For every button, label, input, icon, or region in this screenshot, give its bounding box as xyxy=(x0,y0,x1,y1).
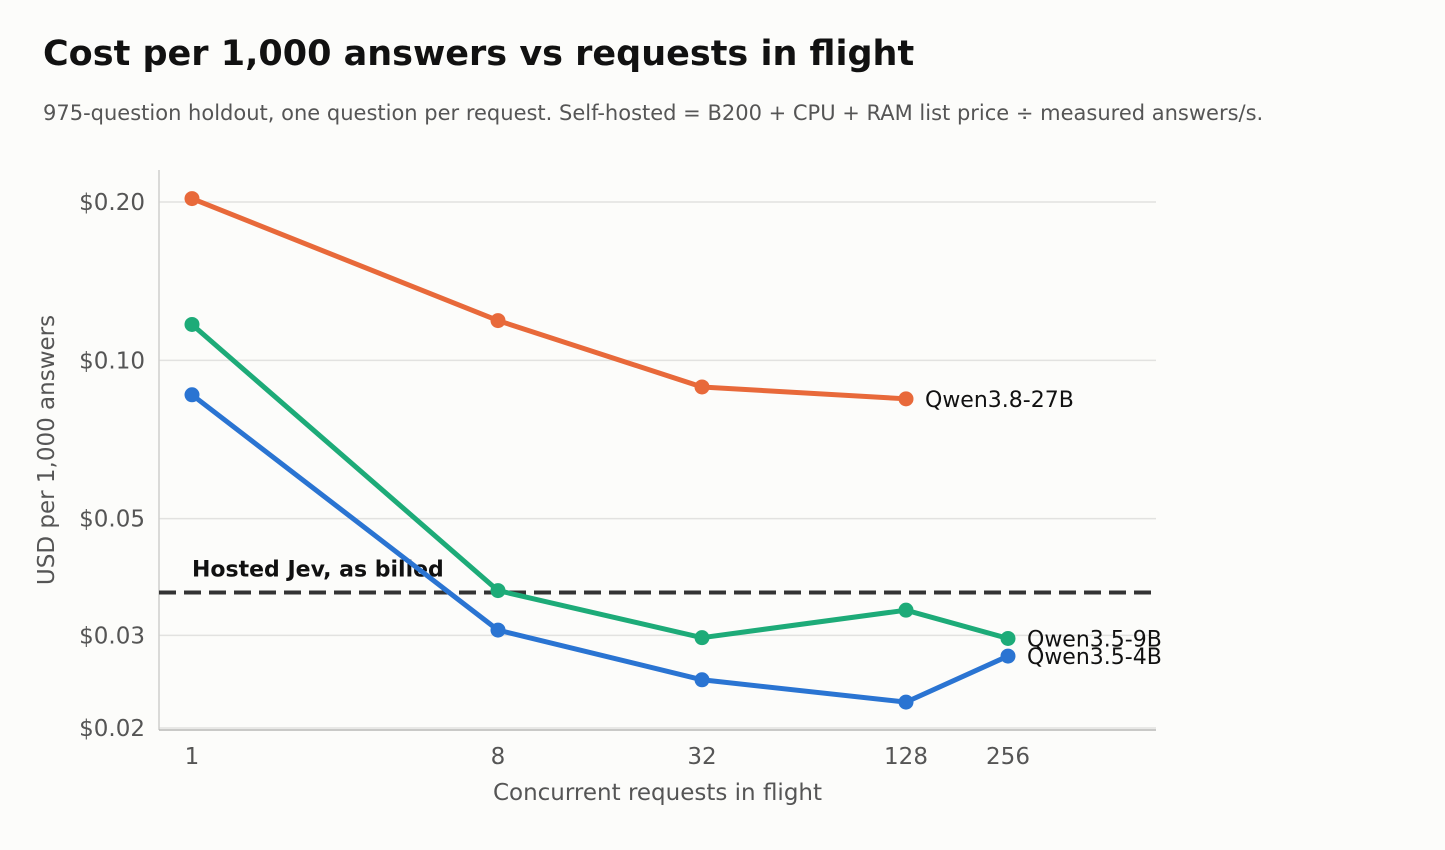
data-point xyxy=(898,694,914,710)
data-point xyxy=(898,602,914,618)
data-point xyxy=(694,379,710,395)
series-label: Qwen3.5-9B xyxy=(1027,627,1162,652)
y-tick-label: $0.20 xyxy=(79,190,145,216)
data-point xyxy=(184,387,200,403)
y-tick-label: $0.02 xyxy=(79,716,145,742)
x-axis-label: Concurrent requests in flight xyxy=(493,780,822,806)
x-tick-label: 128 xyxy=(884,744,928,770)
chart-title: Cost per 1,000 answers vs requests in fl… xyxy=(43,34,915,74)
x-tick-label: 1 xyxy=(185,744,200,770)
data-point xyxy=(490,622,506,638)
data-point xyxy=(1000,648,1016,664)
reference-line-label: Hosted Jev, as billed xyxy=(192,557,444,582)
y-tick-label: $0.05 xyxy=(79,507,145,533)
x-tick-label: 256 xyxy=(986,744,1030,770)
data-point xyxy=(490,313,506,329)
x-tick-label: 8 xyxy=(491,744,506,770)
x-tick-label: 32 xyxy=(687,744,716,770)
chart-subtitle: 975-question holdout, one question per r… xyxy=(43,101,1264,125)
data-point xyxy=(490,583,506,599)
data-point xyxy=(694,630,710,646)
data-point xyxy=(184,191,200,207)
data-point xyxy=(694,672,710,688)
y-tick-label: $0.03 xyxy=(79,623,145,649)
data-point xyxy=(898,391,914,407)
series-label: Qwen3.5-4B xyxy=(1027,645,1162,670)
data-point xyxy=(184,316,200,332)
y-tick-label: $0.10 xyxy=(79,348,145,374)
data-point xyxy=(1000,630,1016,646)
series-line xyxy=(189,196,909,402)
series-label: Qwen3.8-27B xyxy=(925,388,1074,413)
series-line xyxy=(189,392,1011,705)
y-axis-label: USD per 1,000 answers xyxy=(34,315,60,585)
